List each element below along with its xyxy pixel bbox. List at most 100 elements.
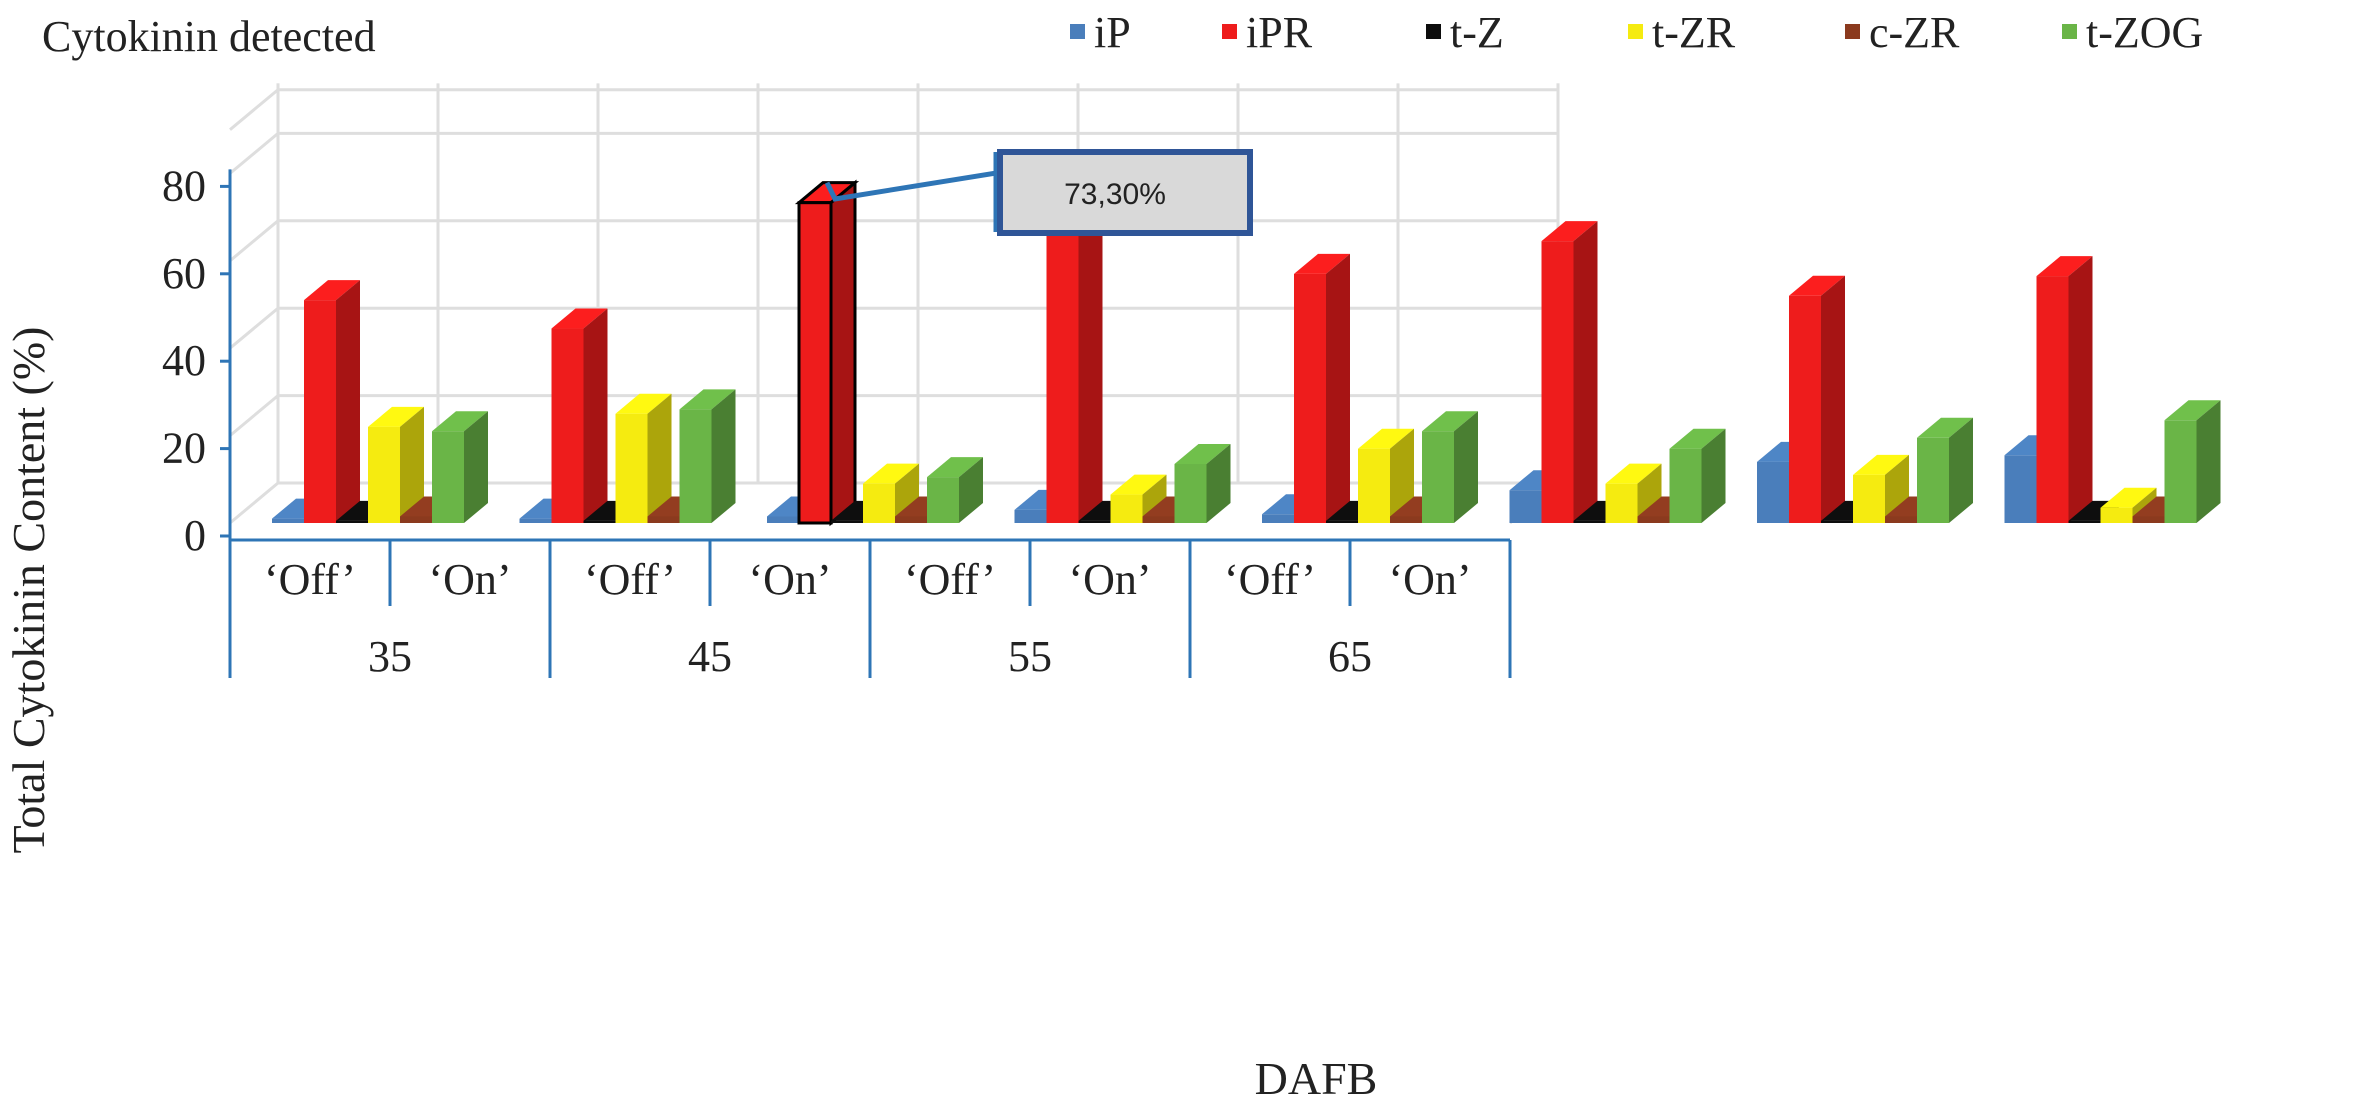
gridline-20 (229, 394, 1558, 437)
bar-front-face (583, 520, 616, 523)
data-callout: 73,30% (824, 149, 1253, 236)
y-tick-label-80: 80 (162, 161, 206, 210)
bar-t-zr-3 (1110, 474, 1167, 523)
legend-label-ip: iP (1094, 8, 1131, 57)
bar-t-zog-5 (1669, 428, 1726, 523)
bar-ipr-3 (1046, 190, 1103, 524)
bar-top-face (1110, 474, 1167, 495)
bar-top-face (1422, 411, 1478, 432)
bar-t-zog-0 (432, 411, 488, 523)
legend-swatch-ip (1070, 24, 1085, 39)
bar-side-face (829, 179, 857, 527)
bar-top-face (2100, 487, 2157, 508)
x-group-label-55: 55 (1008, 632, 1052, 681)
gridline-80 (229, 131, 1558, 175)
bar-side-face (2196, 400, 2221, 523)
bar-side-face (1326, 253, 1350, 523)
x-tick-label-0: ‘Off’ (264, 555, 356, 604)
bar-side-face (2068, 256, 2093, 523)
bar-front-face (368, 426, 400, 523)
chart-title: Cytokinin detected (42, 12, 376, 61)
x-tick-label-6: ‘Off’ (1224, 555, 1316, 604)
bar-front-face (1262, 514, 1294, 523)
x-tick-label-1: ‘On’ (428, 555, 511, 604)
bar-front-face (304, 300, 336, 523)
x-tick-label-2: ‘Off’ (584, 555, 676, 604)
bar-side-face (711, 389, 736, 523)
bars (272, 179, 2221, 527)
legend-swatch-t-zr (1628, 24, 1643, 39)
bar-top-face (432, 411, 488, 432)
bar-side-face (336, 280, 360, 523)
bar-top-face (368, 406, 424, 427)
bar-front-face (615, 413, 648, 523)
bar-top-face (1541, 221, 1598, 242)
bar-front-face (767, 516, 799, 523)
legend-swatch-t-zog (2062, 24, 2077, 39)
bar-t-zr-1 (615, 393, 672, 523)
bar-ipr-4 (1294, 253, 1350, 523)
callout-label: 73,30% (1064, 178, 1166, 211)
x-tick-label-5: ‘On’ (1068, 555, 1151, 604)
bar-front-face (2004, 455, 2037, 523)
x-tick-label-3: ‘On’ (748, 555, 831, 604)
bar-front-face (895, 516, 927, 523)
bar-front-face (1142, 516, 1175, 523)
legend-label-ipr: iPR (1246, 8, 1313, 57)
bar-front-face (1853, 474, 1885, 523)
bar-side-face (1573, 221, 1598, 523)
gridline-40 (229, 306, 1558, 350)
bar-front-face (1789, 295, 1821, 523)
bar-ipr-5 (1541, 221, 1598, 523)
bar-top-face (679, 389, 736, 410)
bar-side-face (959, 457, 983, 523)
bar-side-face (1454, 411, 1478, 523)
bar-front-face (1174, 464, 1207, 523)
x-group-label-45: 45 (688, 632, 732, 681)
bar-top-face (863, 463, 919, 484)
x-group-label-35: 35 (368, 632, 412, 681)
axes: 0 20 40 60 80 ‘Off’ ‘On’ ‘Off’ ‘On’ ‘Off’ ‘On’ ‘Off… (162, 161, 1512, 681)
bar-top-face (927, 457, 983, 478)
bar-t-zog-2 (927, 457, 983, 523)
bar-side-face (1637, 463, 1662, 523)
gridline-60 (229, 219, 1558, 262)
bar-side-face (1390, 428, 1414, 523)
bar-front-face (2068, 520, 2101, 523)
x-axis-label: DAFB (1255, 1053, 1378, 1104)
bar-side-face (647, 393, 672, 523)
x-tick-label-7: ‘On’ (1388, 555, 1471, 604)
bar-top-face (304, 280, 360, 301)
bar-ipr-2 (794, 179, 860, 527)
bar-front-face (1110, 494, 1143, 523)
bar-front-face (1422, 431, 1454, 523)
bar-front-face (1294, 273, 1326, 523)
bar-front-face (1669, 448, 1702, 523)
bar-t-zr-0 (368, 406, 424, 523)
bar-front-face (679, 409, 712, 523)
legend-label-t-zog: t-ZOG (2086, 8, 2203, 57)
bar-front-face (1821, 520, 1853, 523)
bar-t-zr-5 (1605, 463, 1662, 523)
y-tick-label-60: 60 (162, 249, 206, 298)
legend-label-t-zr: t-ZR (1652, 8, 1736, 57)
bar-front-face (551, 328, 584, 523)
bar-front-face (432, 431, 464, 523)
bar-front-face (1358, 448, 1390, 523)
bar-side-face (1821, 275, 1845, 523)
bar-top-face (2164, 400, 2221, 421)
bar-front-face (336, 520, 368, 523)
x-group-label-65: 65 (1328, 632, 1372, 681)
bar-top-face (1789, 275, 1845, 296)
y-tick-label-40: 40 (162, 336, 206, 385)
bar-front-face (1078, 520, 1111, 523)
bar-top-face (1294, 253, 1350, 274)
bar-ipr-6 (1789, 275, 1845, 523)
bar-front-face (647, 516, 680, 523)
bar-front-face (1605, 483, 1638, 523)
bar-side-face (1206, 444, 1231, 523)
bar-top-face (551, 308, 608, 329)
bar-front-face (1046, 210, 1079, 524)
bar-front-face (1541, 241, 1574, 523)
